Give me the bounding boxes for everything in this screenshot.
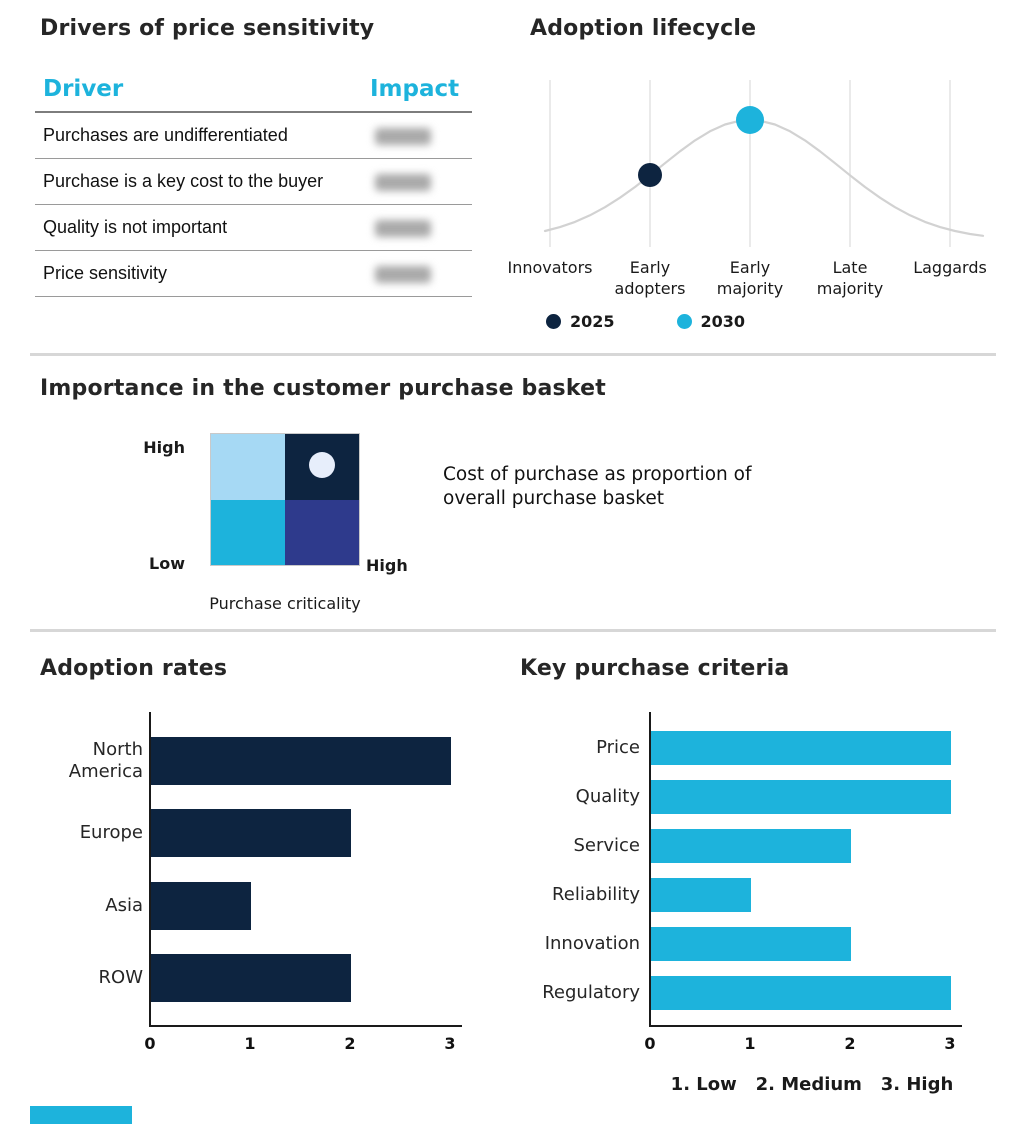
bar-price [651, 731, 951, 765]
bar-label-price: Price [596, 736, 640, 758]
table-row: Purchases are undifferentiated [35, 113, 472, 159]
basket-annotation: Cost of purchase as proportion of overal… [443, 464, 752, 510]
bar-europe [151, 809, 351, 857]
bar-label-regulatory: Regulatory [542, 981, 640, 1003]
bar-label-reliability: Reliability [552, 883, 640, 905]
legend-dot-2025 [546, 314, 561, 329]
bar-label-service: Service [573, 834, 640, 856]
x-axis-high-label: High [366, 556, 408, 575]
bar-reliability [651, 878, 751, 912]
bar-quality [651, 780, 951, 814]
table-row: Quality is not important [35, 205, 472, 251]
quadrant-bottom-left [211, 499, 285, 565]
bar-asia [151, 882, 251, 930]
lifecycle-legend: 2025 2030 [546, 312, 745, 331]
bar-label-quality: Quality [575, 785, 640, 807]
cyan-accent-block [30, 1106, 132, 1124]
criteria-title: Key purchase criteria [520, 656, 790, 681]
x-axis-line [149, 1025, 462, 1027]
x-tick-2: 2 [344, 1034, 356, 1053]
legend-dot-2030 [676, 314, 692, 329]
bar-label-asia: Asia [105, 894, 143, 916]
legend-label-2030: 2030 [700, 312, 746, 331]
y-axis-high-label: High [143, 438, 185, 457]
bar-label-north-america: North America [68, 738, 143, 783]
legend-item-2030: 2030 [676, 312, 746, 331]
scale-note: 1. Low 2. Medium 3. High [670, 1074, 954, 1095]
gridlines [549, 80, 951, 247]
impact-value-redacted [375, 128, 431, 145]
driver-cell: Purchase is a key cost to the buyer [43, 171, 324, 191]
marker-2030-dot [736, 106, 764, 134]
y-axis-line [649, 712, 651, 1027]
driver-cell: Price sensitivity [43, 263, 168, 283]
x-tick-3: 3 [944, 1034, 956, 1053]
section-divider [30, 353, 996, 356]
x-category-late-majority: Late majority [816, 258, 884, 298]
x-tick-0: 0 [144, 1034, 156, 1053]
basket-marker-dot [309, 452, 335, 478]
x-tick-1: 1 [744, 1034, 756, 1053]
adoption-rates-title: Adoption rates [40, 656, 228, 681]
x-category-early-majority: Early majority [716, 258, 784, 298]
x-category-innovators: Innovators [507, 258, 593, 277]
x-category-laggards: Laggards [913, 258, 987, 277]
bar-innovation [651, 927, 851, 961]
driver-cell: Quality is not important [43, 217, 228, 237]
x-axis-line [649, 1025, 962, 1027]
table-row: Price sensitivity [35, 251, 472, 297]
x-tick-0: 0 [644, 1034, 656, 1053]
quadrant-top-left [211, 434, 285, 500]
x-tick-1: 1 [244, 1034, 256, 1053]
bar-label-europe: Europe [79, 821, 143, 843]
x-axis-title: Purchase criticality [209, 594, 361, 613]
legend-item-2025: 2025 [546, 312, 615, 331]
quadrant-bottom-right [285, 499, 359, 565]
impact-value-redacted [375, 174, 431, 191]
bar-regulatory [651, 976, 951, 1010]
criteria-bars [651, 712, 951, 1025]
x-tick-3: 3 [444, 1034, 456, 1053]
drivers-table: Driver Impact Purchases are undifferenti… [35, 64, 472, 297]
legend-label-2025: 2025 [570, 312, 615, 331]
bell-curve-line [543, 118, 985, 237]
adoption-lifecycle-chart [543, 80, 985, 247]
column-header-driver: Driver [43, 76, 124, 102]
impact-value-redacted [375, 266, 431, 283]
marker-2025-dot [638, 163, 662, 187]
drivers-table-header: Driver Impact [35, 64, 472, 113]
lifecycle-title: Adoption lifecycle [530, 16, 757, 41]
y-axis-line [149, 712, 151, 1027]
bar-row [151, 954, 351, 1002]
purchase-basket-matrix [210, 433, 360, 566]
section-divider [30, 629, 996, 632]
x-category-early-adopters: Early adopters [614, 258, 686, 298]
y-axis-low-label: Low [149, 554, 185, 573]
column-header-impact: Impact [370, 76, 460, 102]
bar-north-america [151, 737, 451, 785]
basket-title: Importance in the customer purchase bask… [40, 376, 606, 401]
bar-label-row: ROW [98, 966, 143, 988]
table-row: Purchase is a key cost to the buyer [35, 159, 472, 205]
driver-cell: Purchases are undifferentiated [43, 125, 288, 145]
x-tick-2: 2 [844, 1034, 856, 1053]
bar-label-innovation: Innovation [544, 932, 640, 954]
adoption-rates-bars [151, 712, 451, 1025]
impact-value-redacted [375, 220, 431, 237]
drivers-title: Drivers of price sensitivity [40, 16, 375, 41]
bar-service [651, 829, 851, 863]
